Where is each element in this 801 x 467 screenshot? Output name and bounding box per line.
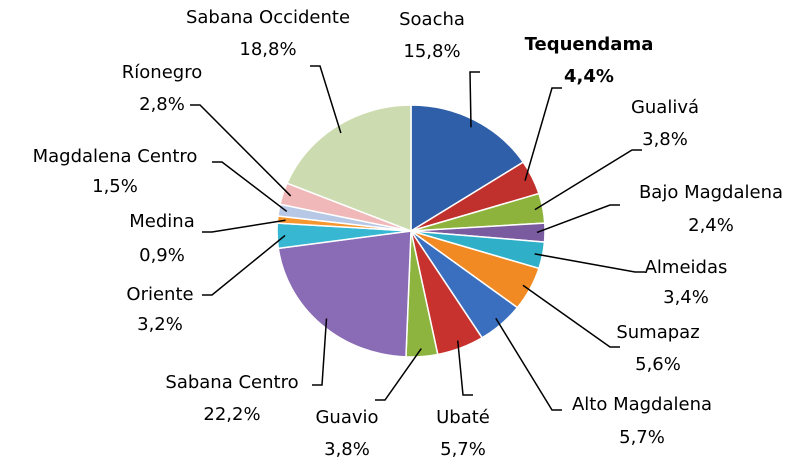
value-label: 3,8% [324, 439, 370, 460]
leader-line [212, 161, 288, 213]
leader-line [202, 219, 286, 233]
slice-label: Soacha [399, 9, 465, 30]
value-label: 22,2% [203, 404, 260, 425]
value-label: 4,4% [564, 66, 614, 87]
slice-label: Guavio [315, 407, 378, 428]
value-label: 5,7% [619, 427, 665, 448]
slice-label: Ríonegro [122, 62, 202, 83]
value-label: 5,6% [635, 354, 681, 375]
leader-line [310, 65, 342, 134]
leader-line [312, 318, 328, 386]
leader-line [375, 348, 422, 401]
value-label: 3,2% [137, 314, 183, 335]
slice-label: Almeidas [645, 257, 728, 278]
leader-line [536, 204, 620, 234]
value-label: 2,4% [688, 215, 734, 236]
pie-slice [277, 230, 412, 358]
value-label: 18,8% [239, 39, 296, 60]
leader-line [469, 71, 480, 128]
leader-line [524, 87, 562, 181]
value-label: 3,4% [663, 287, 709, 308]
value-label: 2,8% [139, 94, 185, 115]
leader-line [495, 317, 562, 411]
leader-line [522, 284, 620, 348]
value-label: 1,5% [92, 176, 138, 197]
pie-slice [410, 104, 525, 233]
slice-label: Bajo Magdalena [639, 182, 783, 203]
slice-label: Oriente [126, 284, 193, 305]
slice-label: Medina [129, 211, 194, 232]
slice-label: Sumapaz [616, 322, 699, 343]
slice-label: Magdalena Centro [33, 146, 198, 167]
slice-label: Sabana Centro [165, 372, 298, 393]
slice-label: Alto Magdalena [572, 394, 712, 415]
leader-line [457, 340, 473, 396]
slice-label: Sabana Occidente [186, 7, 350, 28]
slice-label: Ubaté [436, 407, 490, 428]
slice-label: Gualivá [631, 97, 699, 118]
leader-line [202, 234, 286, 296]
leader-line [190, 104, 292, 197]
value-label: 15,8% [403, 41, 460, 62]
leader-line [534, 253, 645, 273]
slice-label: Tequendama [525, 34, 654, 55]
value-label: 3,8% [642, 129, 688, 150]
value-label: 0,9% [139, 245, 185, 266]
leader-line [534, 149, 642, 211]
value-label: 5,7% [440, 439, 486, 460]
pie-slice [286, 104, 412, 233]
